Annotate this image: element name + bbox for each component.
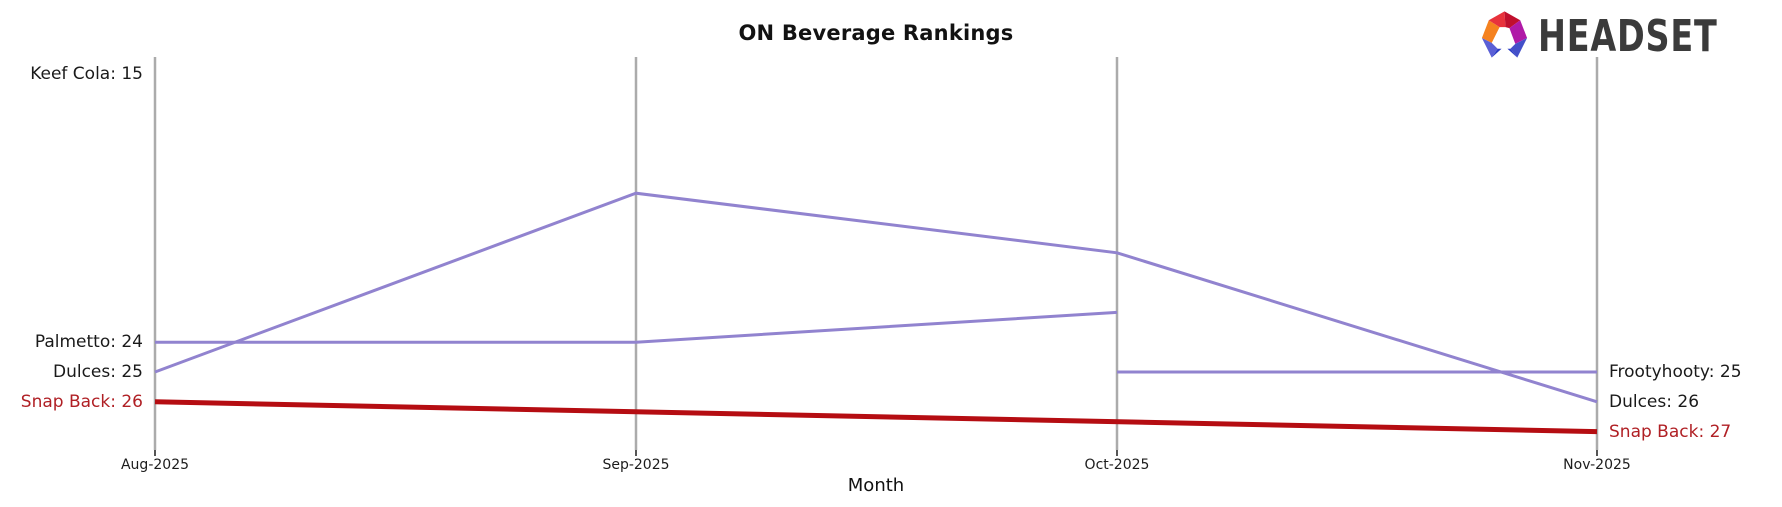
right-endpoint-label-frootyhooty: Frootyhooty: 25 xyxy=(1609,362,1742,382)
left-endpoint-label-palmetto: Palmetto: 24 xyxy=(34,332,143,353)
right-endpoint-label-snap-back: Snap Back: 27 xyxy=(1609,421,1732,442)
series-line-palmetto xyxy=(155,310,1118,344)
headset-logo-icon xyxy=(1477,8,1532,66)
series-line-dulces xyxy=(154,191,1598,404)
x-tick-label-sep-2025: Sep-2025 xyxy=(602,457,670,473)
chart-title: ON Beverage Rankings xyxy=(738,21,1014,45)
headset-logo-text: HEADSET xyxy=(1537,11,1718,62)
x-tick-label-nov-2025: Nov-2025 xyxy=(1563,457,1631,473)
headset-logo: HEADSET xyxy=(1477,8,1774,66)
x-tick-label-oct-2025: Oct-2025 xyxy=(1084,457,1150,473)
left-endpoint-label-snap-back: Snap Back: 26 xyxy=(20,391,143,412)
x-axis-title: Month xyxy=(847,475,905,496)
right-endpoint-label-dulces: Dulces: 26 xyxy=(1609,391,1700,412)
left-endpoint-label-keef-cola: Keef Cola: 15 xyxy=(30,64,143,84)
series-line-snap-back xyxy=(154,399,1598,435)
left-endpoint-label-dulces: Dulces: 25 xyxy=(52,362,143,382)
x-tick-label-aug-2025: Aug-2025 xyxy=(120,457,190,473)
